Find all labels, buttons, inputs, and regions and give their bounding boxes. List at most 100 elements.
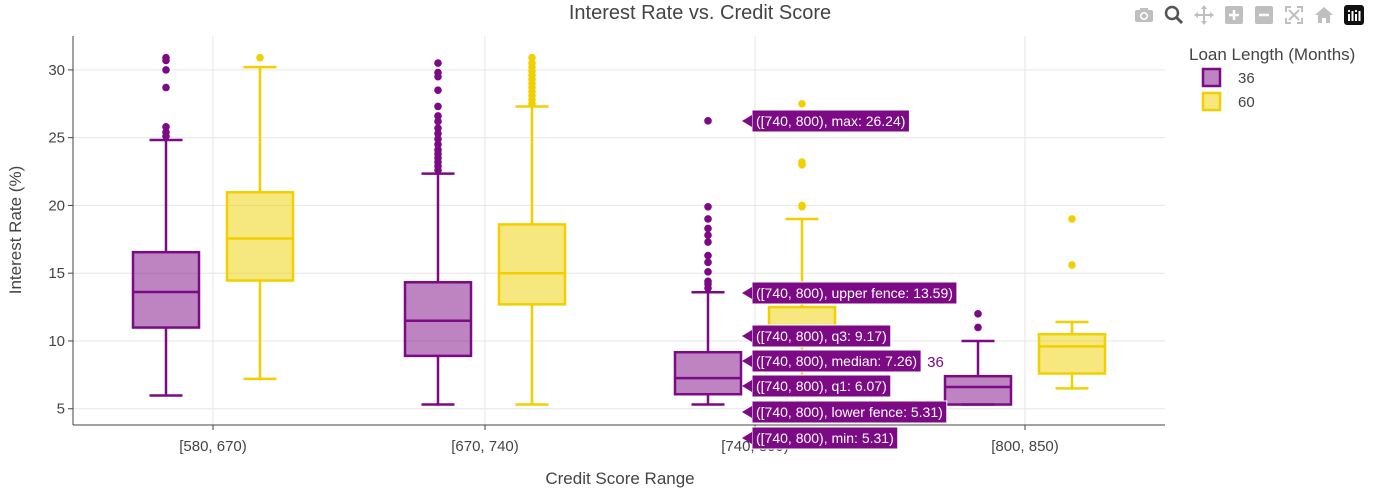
iqr-box: [403, 281, 473, 358]
box-36-0: [131, 53, 201, 397]
hover-label: ([740, 800), max: 26.24): [742, 109, 910, 133]
iqr-box: [131, 250, 201, 329]
hover-label-text: ([740, 800), max: 26.24): [756, 113, 905, 129]
outlier-point: [162, 128, 170, 137]
hover-label-text: ([740, 800), q1: 6.07): [756, 378, 887, 394]
outlier-point: [528, 59, 536, 67]
hover-label-arrow: [742, 115, 752, 127]
x-tick-label: [580, 670): [179, 438, 247, 455]
outlier-point: [704, 238, 712, 246]
legend-title: Loan Length (Months): [1189, 45, 1355, 64]
outlier-point: [1068, 261, 1076, 269]
outlier-point: [434, 117, 442, 126]
hover-label: ([740, 800), min: 5.31): [742, 426, 899, 450]
legend-swatch-36: [1201, 67, 1222, 88]
hover-label-text: ([740, 800), lower fence: 5.31): [756, 404, 943, 420]
iqr-box: [673, 350, 743, 396]
hover-label-arrow: [742, 380, 752, 392]
outlier-point: [434, 68, 442, 77]
legend-swatch-60: [1201, 91, 1222, 112]
outlier-point: [434, 135, 442, 143]
hover-label: ([740, 800), upper fence: 13.59): [742, 281, 958, 305]
outlier-point: [528, 53, 536, 62]
zoom-in-icon[interactable]: [1222, 4, 1246, 26]
zoom-icon[interactable]: [1162, 4, 1186, 26]
hover-tooltips: ([740, 800), max: 26.24) ([740, 800), upp…: [742, 109, 958, 450]
home-icon[interactable]: [1312, 4, 1336, 26]
outlier-point: [704, 258, 712, 267]
hover-label: ([740, 800), q3: 9.17): [742, 324, 892, 348]
y-tick-label: 30: [48, 62, 65, 79]
outlier-point: [1068, 215, 1076, 223]
outlier-point: [434, 86, 442, 95]
hover-label-arrow: [742, 355, 752, 367]
hover-label-text: ([740, 800), q3: 9.17): [756, 328, 887, 344]
y-tick-label: 25: [48, 130, 65, 147]
hover-label-arrow: [742, 406, 752, 418]
outlier-point: [704, 117, 712, 125]
iqr-box: [943, 374, 1013, 406]
outlier-point: [798, 201, 806, 210]
outlier-point: [434, 140, 442, 149]
outlier-point: [434, 124, 442, 132]
hover-label-text: ([740, 800), min: 5.31): [756, 430, 894, 446]
box-60-0: [225, 53, 295, 381]
outlier-point: [434, 129, 442, 138]
x-tick-label: [800, 850): [991, 438, 1059, 455]
zoom-out-icon[interactable]: [1252, 4, 1276, 26]
y-tick-label: 5: [57, 401, 65, 418]
legend: Loan Length (Months) 36 60: [1189, 45, 1355, 112]
outlier-point: [974, 310, 982, 318]
chart-title: Interest Rate vs. Credit Score: [569, 2, 831, 24]
outlier-point: [434, 112, 442, 120]
box-60-3: [1037, 215, 1107, 390]
outlier-point: [704, 224, 712, 233]
outlier-point: [434, 102, 442, 111]
outlier-point: [704, 202, 712, 211]
outlier-point: [704, 251, 712, 260]
y-tick-label: 10: [48, 333, 65, 350]
outlier-point: [256, 53, 264, 62]
iqr-box: [225, 191, 295, 282]
outlier-point: [798, 158, 806, 166]
hover-series-name: 36: [927, 354, 944, 371]
outlier-point: [434, 59, 442, 67]
y-tick-label: 20: [48, 197, 65, 214]
iqr-box: [1037, 332, 1107, 375]
hover-label: ([740, 800), q1: 6.07): [742, 374, 892, 398]
outlier-point: [162, 123, 170, 131]
pan-icon[interactable]: [1192, 4, 1216, 26]
outlier-point: [704, 215, 712, 223]
y-axis-title: Interest Rate (%): [6, 166, 25, 295]
hover-label-arrow: [742, 287, 752, 299]
hover-label: ([740, 800), median: 7.26) 36: [742, 349, 944, 373]
outlier-point: [704, 231, 712, 240]
autoscale-icon[interactable]: [1282, 4, 1306, 26]
hover-label-text: ([740, 800), median: 7.26): [756, 353, 917, 369]
box-36-2: [673, 117, 743, 406]
x-axis-title: Credit Score Range: [545, 469, 694, 488]
outlier-point: [162, 53, 170, 62]
box-60-1: [497, 53, 567, 406]
x-tick-label: [670, 740): [451, 438, 519, 455]
camera-icon[interactable]: [1132, 4, 1156, 26]
outlier-point: [704, 277, 712, 286]
legend-label-36: 36: [1238, 70, 1255, 87]
box-36-3: [943, 310, 1013, 406]
hover-label: ([740, 800), lower fence: 5.31): [742, 400, 948, 424]
outlier-point: [162, 66, 170, 74]
y-tick-label: 15: [48, 265, 65, 282]
outlier-point: [798, 99, 806, 108]
plotly-logo-icon[interactable]: [1342, 4, 1366, 26]
outlier-point: [162, 83, 170, 92]
outlier-point: [704, 268, 712, 276]
legend-label-60: 60: [1238, 94, 1255, 111]
box-36-1: [403, 59, 473, 406]
modebar: [1132, 4, 1366, 26]
hover-label-text: ([740, 800), upper fence: 13.59): [756, 285, 953, 301]
hover-label-arrow: [742, 432, 752, 444]
outlier-point: [434, 146, 442, 154]
iqr-box: [497, 223, 567, 306]
